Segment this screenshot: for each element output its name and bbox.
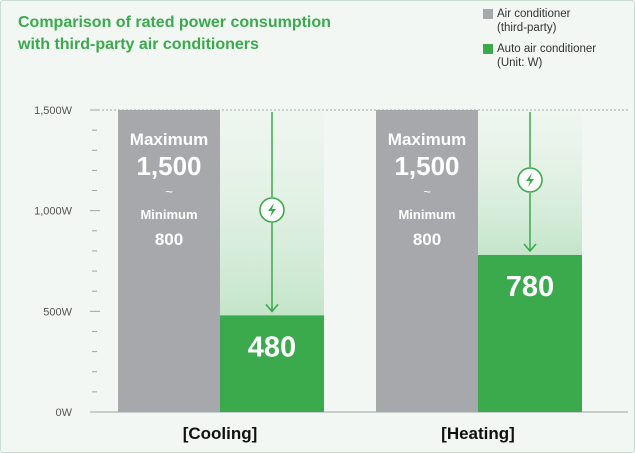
- bar-auto: [478, 254, 582, 412]
- min-label: Minimum: [140, 207, 197, 222]
- y-tick-label: 500W: [43, 306, 72, 318]
- chart-title-line-1: Comparison of rated power consumption: [18, 14, 331, 31]
- legend-sublabel-third-party: (third-party): [497, 22, 557, 34]
- min-value: 800: [413, 230, 441, 249]
- category-label: [Cooling]: [183, 424, 258, 443]
- min-value: 800: [155, 230, 183, 249]
- legend-swatch-green: [483, 44, 493, 54]
- bar-annotations: Maximum 1,500 ~ Minimum 800 480 [Cooling] Maxim…: [130, 112, 554, 443]
- chart-title-line-2: with third-party air conditioners: [18, 36, 259, 53]
- legend-entry-auto: Auto air conditioner (Unit: W): [483, 42, 597, 70]
- max-value: 1,500: [394, 151, 459, 181]
- y-tick-label: 1,000W: [34, 206, 73, 218]
- bar-third-party: [118, 110, 220, 412]
- bars: [118, 110, 582, 412]
- y-tick-label: 1,500W: [34, 105, 73, 117]
- legend-label-third-party: Air conditioner: [497, 8, 571, 20]
- value-label: 480: [248, 331, 296, 363]
- bar-third-party: [376, 110, 478, 412]
- category-label: [Heating]: [441, 424, 515, 443]
- legend-unit-note: (Unit: W): [497, 57, 543, 69]
- range-separator: ~: [423, 184, 431, 199]
- legend-entry-third-party: Air conditioner (third-party): [483, 7, 571, 35]
- reduction-arrowhead: [523, 243, 537, 253]
- max-label: Maximum: [130, 130, 208, 149]
- lightning-bolt-icon: [268, 203, 276, 217]
- min-label: Minimum: [398, 207, 455, 222]
- bar-auto: [220, 315, 324, 412]
- legend-swatch-gray: [483, 9, 493, 19]
- chart-title: Comparison of rated power consumption wi…: [18, 12, 438, 56]
- lightning-bolt-icon: [526, 173, 534, 187]
- legend-label-auto: Auto air conditioner: [497, 43, 597, 55]
- reduction-arrowhead: [265, 303, 279, 313]
- max-value: 1,500: [136, 151, 201, 181]
- range-separator: ~: [165, 184, 173, 199]
- value-label: 780: [506, 271, 554, 303]
- max-label: Maximum: [388, 130, 466, 149]
- y-tick-label: 0W: [56, 407, 73, 419]
